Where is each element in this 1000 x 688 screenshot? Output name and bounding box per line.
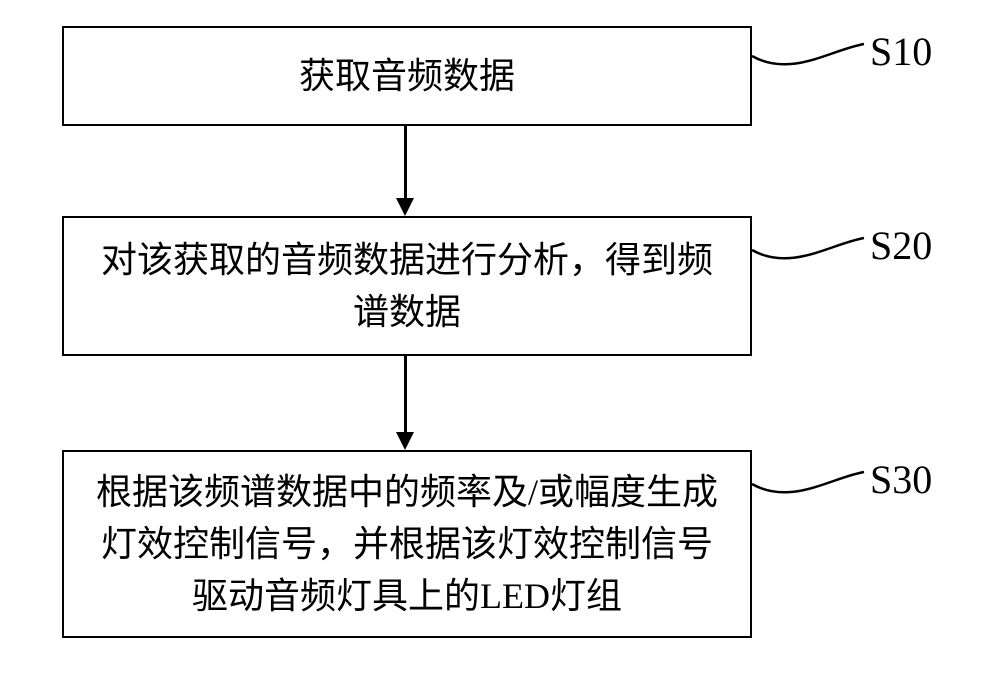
connector-s30 xyxy=(750,442,866,514)
arrow-s20-s30-line xyxy=(404,356,407,432)
arrow-s20-s30-head-icon xyxy=(396,432,414,450)
step-s10-text: 获取音频数据 xyxy=(299,50,515,102)
arrow-s10-s20-head-icon xyxy=(396,198,414,216)
step-s10-box: 获取音频数据 xyxy=(62,26,752,126)
step-s20-box: 对该获取的音频数据进行分析，得到频谱数据 xyxy=(62,216,752,356)
step-s10-label: S10 xyxy=(870,28,932,75)
step-s20-label: S20 xyxy=(870,222,932,269)
step-s30-box: 根据该频谱数据中的频率及/或幅度生成灯效控制信号，并根据该灯效控制信号驱动音频灯… xyxy=(62,450,752,638)
flowchart-canvas: 获取音频数据 对该获取的音频数据进行分析，得到频谱数据 根据该频谱数据中的频率及… xyxy=(0,0,1000,688)
step-s20-text: 对该获取的音频数据进行分析，得到频谱数据 xyxy=(84,234,730,338)
step-s30-text: 根据该频谱数据中的频率及/或幅度生成灯效控制信号，并根据该灯效控制信号驱动音频灯… xyxy=(84,466,730,623)
connector-s20 xyxy=(750,208,866,280)
step-s30-label: S30 xyxy=(870,456,932,503)
arrow-s10-s20-line xyxy=(404,126,407,198)
connector-s10 xyxy=(750,14,866,86)
